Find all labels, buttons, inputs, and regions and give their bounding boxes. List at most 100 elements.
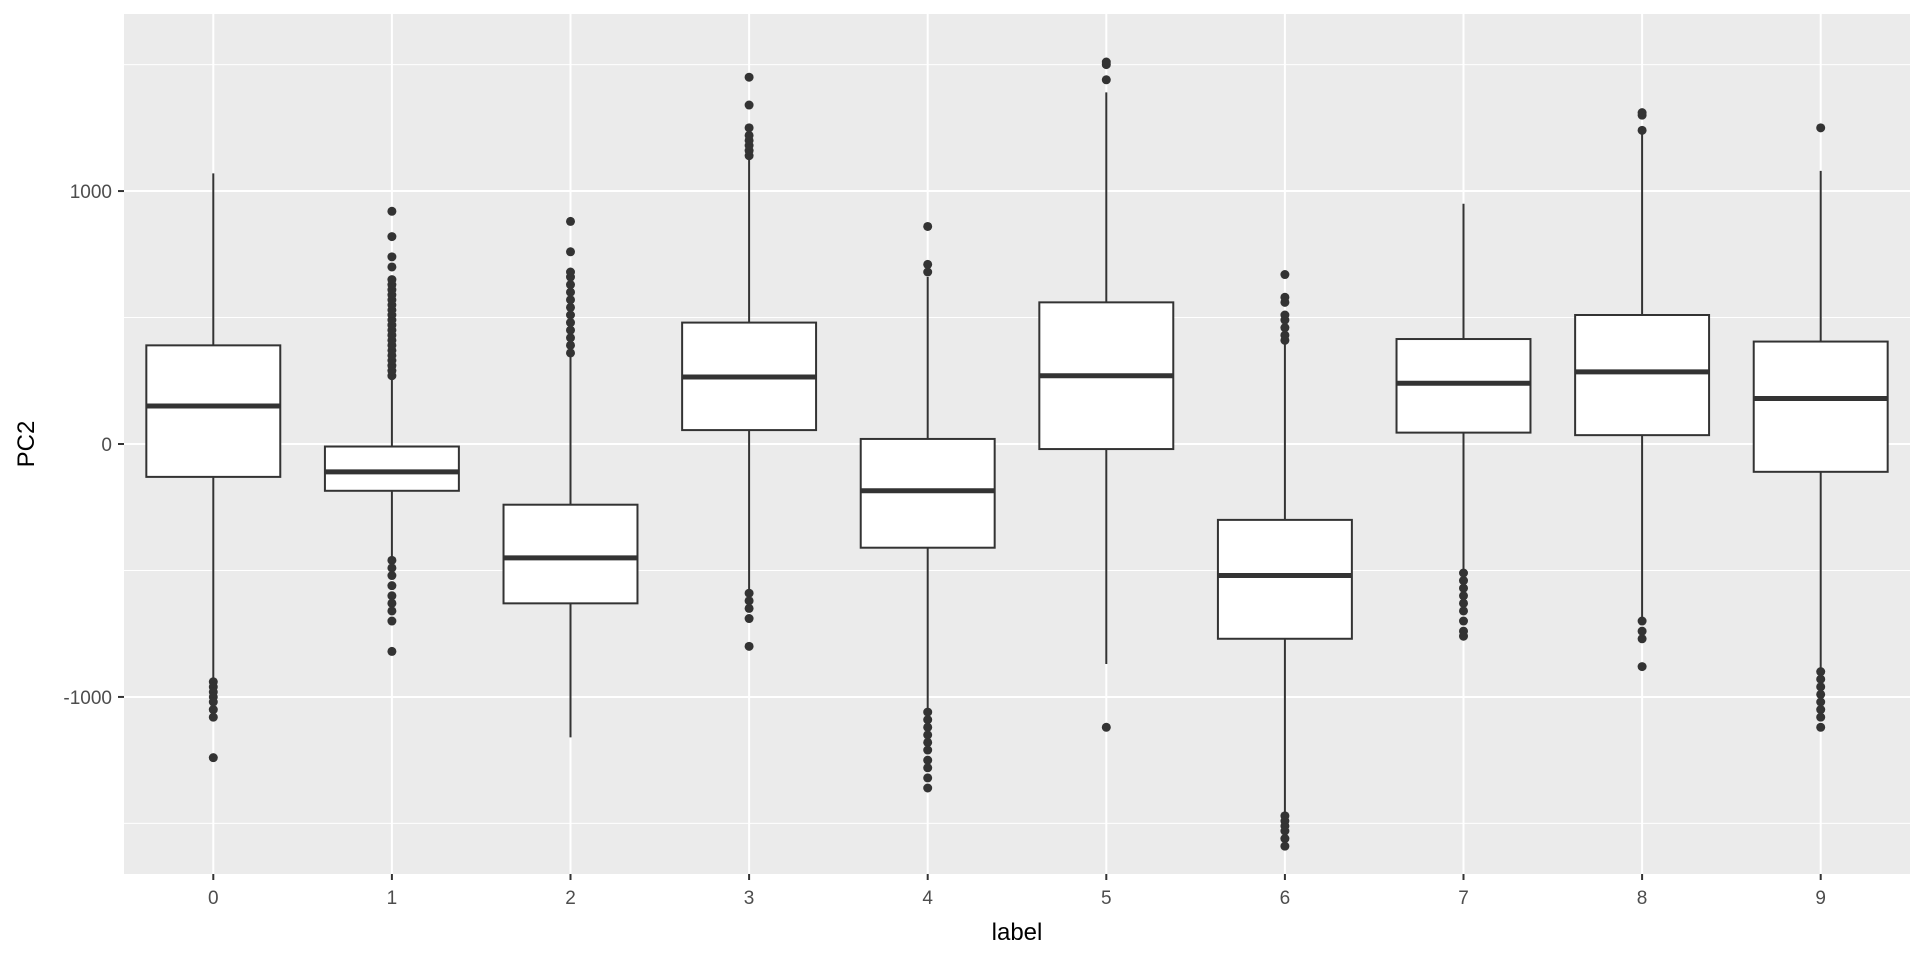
outlier-point: [744, 100, 754, 110]
x-tick-label: 1: [387, 888, 398, 909]
outlier-point: [744, 603, 754, 613]
outlier-point: [923, 730, 933, 740]
box-plot-6: [1216, 270, 1353, 851]
outlier-point: [923, 722, 933, 732]
outlier-point: [744, 641, 754, 651]
outlier-point: [1459, 568, 1468, 578]
x-tick-label: 9: [1815, 888, 1826, 909]
outlier-point: [923, 737, 933, 747]
outlier-point: [744, 614, 754, 624]
outlier-point: [566, 247, 575, 257]
outlier-point: [387, 646, 397, 656]
y-axis-title: PC2: [13, 421, 40, 468]
box: [323, 445, 460, 492]
outlier-point: [566, 287, 575, 297]
outlier-point: [1101, 75, 1111, 85]
outlier-point: [923, 715, 933, 725]
outlier-point: [566, 333, 575, 343]
outlier-point: [923, 267, 933, 277]
outlier-point: [566, 348, 575, 358]
outlier-point: [1816, 689, 1826, 699]
outlier-point: [566, 267, 575, 277]
box-plot-7: [1395, 203, 1532, 641]
outlier-point: [387, 555, 397, 565]
outlier-point: [1637, 108, 1647, 118]
box: [1216, 518, 1353, 640]
outlier-point: [1280, 292, 1290, 302]
outlier-point: [1101, 722, 1111, 732]
outlier-point: [208, 712, 218, 722]
outlier-point: [387, 252, 397, 262]
outlier-point: [566, 325, 575, 335]
outlier-point: [566, 280, 575, 290]
box-plot-8: [1574, 108, 1711, 672]
outlier-point: [1816, 722, 1826, 732]
x-tick-label: 2: [565, 888, 576, 909]
outlier-point: [1459, 631, 1468, 641]
outlier-point: [1280, 323, 1290, 333]
outlier-point: [387, 616, 397, 626]
outlier-point: [387, 206, 397, 216]
box: [1574, 314, 1711, 437]
outlier-point: [1816, 705, 1826, 715]
box: [145, 344, 282, 478]
x-tick-label: 3: [744, 888, 755, 909]
box-plots: [145, 57, 1889, 851]
outlier-point: [1816, 667, 1826, 677]
outlier-point: [387, 563, 397, 573]
outlier-point: [1816, 123, 1826, 133]
outlier-point: [923, 707, 933, 717]
outlier-point: [1280, 270, 1290, 280]
x-tick-label: 5: [1101, 888, 1112, 909]
outlier-point: [923, 259, 933, 269]
outlier-point: [1637, 616, 1647, 626]
outlier-point: [387, 571, 397, 581]
x-tick-label: 7: [1458, 888, 1469, 909]
box-plot-5: [1038, 57, 1175, 732]
x-tick-label: 8: [1637, 888, 1648, 909]
outlier-point: [1280, 310, 1290, 320]
box-plot-1: [323, 206, 460, 656]
outlier-point: [1280, 834, 1290, 844]
outlier-point: [923, 763, 933, 773]
outlier-point: [387, 275, 397, 285]
outlier-point: [923, 755, 933, 765]
box: [859, 437, 996, 549]
x-axis-title: label: [992, 919, 1043, 946]
outlier-point: [1101, 57, 1111, 67]
box-plot-0: [145, 173, 282, 763]
outlier-point: [1816, 682, 1826, 692]
outlier-point: [1637, 125, 1647, 135]
outlier-point: [923, 773, 933, 783]
outlier-point: [1637, 662, 1647, 672]
outlier-point: [744, 596, 754, 606]
outlier-point: [566, 340, 575, 350]
outlier-point: [566, 318, 575, 328]
outlier-point: [387, 606, 397, 616]
outlier-point: [1280, 826, 1290, 836]
outlier-point: [208, 705, 218, 715]
y-tick-label: 1000: [70, 182, 112, 203]
box-plot-9: [1752, 123, 1889, 732]
outlier-point: [208, 753, 218, 763]
y-tick-label: -1000: [63, 688, 112, 709]
outlier-point: [1280, 330, 1290, 340]
outlier-point: [208, 697, 218, 707]
outlier-point: [1459, 591, 1468, 601]
box-plot-2: [502, 216, 639, 738]
outlier-point: [744, 588, 754, 598]
x-tick-label: 6: [1280, 888, 1291, 909]
outlier-point: [923, 221, 933, 231]
outlier-point: [387, 581, 397, 591]
outlier-point: [566, 302, 575, 312]
outlier-point: [566, 310, 575, 320]
outlier-point: [387, 232, 397, 242]
box-plot-3: [681, 72, 818, 651]
outlier-point: [1459, 576, 1468, 586]
outlier-point: [387, 591, 397, 601]
box-plot-4: [859, 221, 996, 793]
outlier-point: [1816, 712, 1826, 722]
axes: -1000 0 1000 0 1 2 3 4 5 6 7 8 9: [63, 182, 1826, 909]
outlier-point: [387, 598, 397, 608]
